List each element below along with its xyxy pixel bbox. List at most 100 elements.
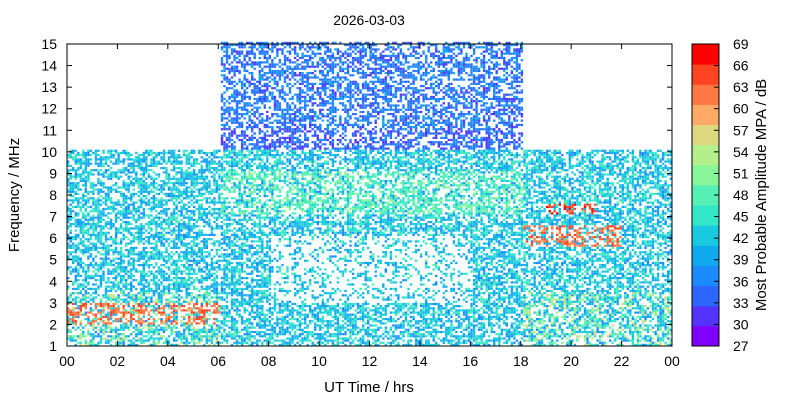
heatmap-cell <box>231 307 233 309</box>
heatmap-cell <box>175 296 177 298</box>
heatmap-cell <box>261 182 263 184</box>
heatmap-cell <box>133 331 135 333</box>
heatmap-cell <box>173 210 175 212</box>
heatmap-cell <box>259 212 261 214</box>
heatmap-cell <box>251 227 253 229</box>
heatmap-cell <box>100 318 102 320</box>
heatmap-cell <box>256 294 258 296</box>
heatmap-cell <box>105 199 107 201</box>
heatmap-cell <box>120 312 122 314</box>
heatmap-cell <box>261 217 263 219</box>
heatmap-cell <box>228 152 230 154</box>
heatmap-cell <box>170 182 172 184</box>
heatmap-cell <box>186 182 188 184</box>
heatmap-cell <box>97 178 99 180</box>
heatmap-cell <box>75 281 77 283</box>
heatmap-cell <box>112 329 114 331</box>
heatmap-cell <box>208 152 210 154</box>
heatmap-cell <box>180 342 182 344</box>
heatmap-cell <box>175 290 177 292</box>
heatmap-cell <box>153 294 155 296</box>
heatmap-cell <box>153 165 155 167</box>
heatmap-cell <box>170 161 172 163</box>
heatmap-cell <box>153 182 155 184</box>
heatmap-cell <box>259 184 261 186</box>
heatmap-cell <box>80 225 82 227</box>
heatmap-cell <box>231 288 233 290</box>
heatmap-cell <box>221 247 223 249</box>
heatmap-cell <box>125 197 127 199</box>
heatmap-cell <box>175 266 177 268</box>
heatmap-cell <box>92 335 94 337</box>
heatmap-cell <box>216 253 218 255</box>
heatmap-cell <box>191 199 193 201</box>
heatmap-cell <box>259 202 261 204</box>
heatmap-cell <box>105 322 107 324</box>
heatmap-cell <box>123 286 125 288</box>
heatmap-cell <box>233 117 235 119</box>
heatmap-cell <box>117 152 119 154</box>
heatmap-cell <box>100 234 102 236</box>
heatmap-cell <box>201 320 203 322</box>
heatmap-cell <box>115 262 117 264</box>
heatmap-cell <box>180 182 182 184</box>
heatmap-cell <box>238 268 240 270</box>
heatmap-cell <box>208 303 210 305</box>
heatmap-cell <box>130 167 132 169</box>
heatmap-cell <box>183 225 185 227</box>
heatmap-cell <box>193 219 195 221</box>
heatmap-cell <box>110 294 112 296</box>
heatmap-cell <box>120 268 122 270</box>
heatmap-cell <box>228 154 230 156</box>
heatmap-cell <box>208 292 210 294</box>
heatmap-cell <box>228 137 230 139</box>
heatmap-cell <box>244 135 246 137</box>
heatmap-cell <box>191 156 193 158</box>
heatmap-cell <box>216 260 218 262</box>
heatmap-cell <box>158 340 160 342</box>
heatmap-cell <box>213 331 215 333</box>
heatmap-cell <box>226 320 228 322</box>
heatmap-cell <box>213 208 215 210</box>
heatmap-cell <box>130 171 132 173</box>
heatmap-cell <box>75 199 77 201</box>
heatmap-cell <box>226 260 228 262</box>
heatmap-cell <box>191 335 193 337</box>
heatmap-cell <box>140 288 142 290</box>
heatmap-cell <box>183 286 185 288</box>
heatmap-cell <box>163 342 165 344</box>
heatmap-cell <box>238 197 240 199</box>
heatmap-cell <box>238 219 240 221</box>
heatmap-cell <box>188 197 190 199</box>
heatmap-cell <box>90 236 92 238</box>
heatmap-cell <box>221 327 223 329</box>
heatmap-cell <box>163 212 165 214</box>
heatmap-cell <box>233 158 235 160</box>
heatmap-cell <box>186 161 188 163</box>
heatmap-cell <box>193 253 195 255</box>
heatmap-cell <box>140 206 142 208</box>
heatmap-cell <box>236 107 238 109</box>
heatmap-cell <box>130 309 132 311</box>
heatmap-cell <box>160 199 162 201</box>
heatmap-cell <box>221 305 223 307</box>
heatmap-cell <box>112 173 114 175</box>
heatmap-cell <box>259 223 261 225</box>
heatmap-cell <box>112 303 114 305</box>
heatmap-cell <box>238 55 240 57</box>
heatmap-cell <box>236 294 238 296</box>
heatmap-cell <box>228 145 230 147</box>
heatmap-cell <box>130 247 132 249</box>
heatmap-cell <box>201 258 203 260</box>
heatmap-cell <box>213 262 215 264</box>
heatmap-cell <box>211 264 213 266</box>
heatmap-cell <box>226 294 228 296</box>
heatmap-cell <box>90 312 92 314</box>
heatmap-cell <box>231 251 233 253</box>
heatmap-cell <box>77 258 79 260</box>
heatmap-cell <box>175 234 177 236</box>
heatmap-cell <box>125 210 127 212</box>
heatmap-cell <box>203 288 205 290</box>
heatmap-cell <box>206 333 208 335</box>
heatmap-cell <box>223 324 225 326</box>
